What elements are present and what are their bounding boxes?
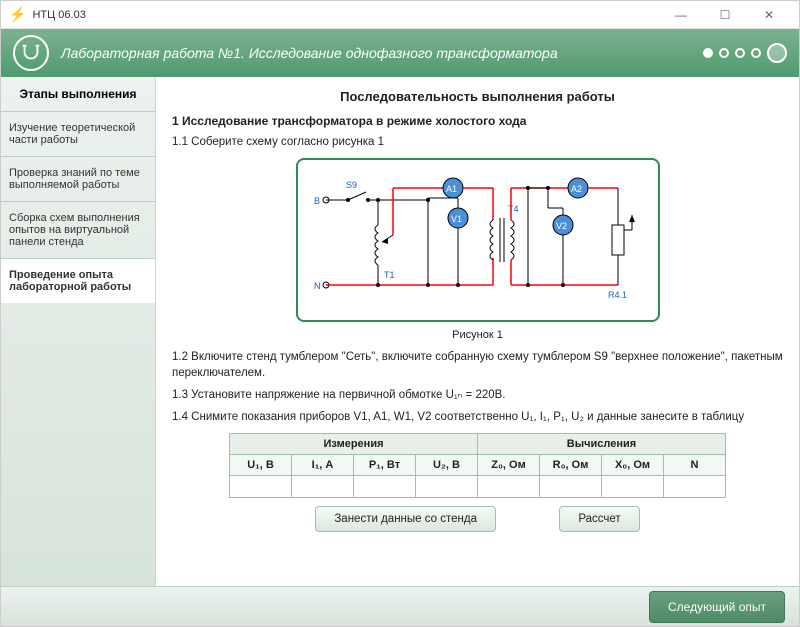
col-Z0: Z₀, Ом [478,455,540,476]
sidebar-step-quiz[interactable]: Проверка знаний по теме выполняемой рабо… [1,156,155,201]
sidebar-step-experiment[interactable]: Проведение опыта лабораторной работы [1,258,155,303]
col-I1: I₁, А [292,455,354,476]
step-1-3: 1.3 Установите напряжение на первичной о… [172,387,783,403]
section1-title: 1 Исследование трансформатора в режиме х… [172,114,783,128]
col-X0: X₀, Ом [602,455,664,476]
body: Этапы выполнения Изучение теоретической … [1,77,799,586]
step-1-1: 1.1 Соберите схему согласно рисунка 1 [172,134,783,150]
cell-X0[interactable] [602,476,664,498]
maximize-button[interactable]: ☐ [703,1,747,29]
col-U1: U₁, В [230,455,292,476]
lab-title: Лабораторная работа №1. Исследование одн… [61,45,703,61]
app-window: ⚡ НТЦ 06.03 — ☐ ✕ Лабораторная работа №1… [0,0,800,627]
content-heading: Последовательность выполнения работы [172,89,783,104]
col-R0: R₀, Ом [540,455,602,476]
window-title: НТЦ 06.03 [32,9,659,21]
titlebar: ⚡ НТЦ 06.03 — ☐ ✕ [1,1,799,29]
th-calculations: Вычисления [478,434,726,455]
lab-header: Лабораторная работа №1. Исследование одн… [1,29,799,77]
cell-Z0[interactable] [478,476,540,498]
progress-dot [735,48,745,58]
app-icon: ⚡ [9,6,26,23]
minimize-button[interactable]: — [659,1,703,29]
cell-U1[interactable] [230,476,292,498]
content-area: Последовательность выполнения работы 1 И… [156,77,799,586]
th-measurements: Измерения [230,434,478,455]
label-R41: R4.1 [608,290,627,300]
cell-U2[interactable] [416,476,478,498]
cell-N[interactable] [664,476,726,498]
calculate-button[interactable]: Рассчет [559,506,639,532]
label-T4: T4 [508,204,519,214]
load-from-stand-button[interactable]: Занести данные со стенда [315,506,496,532]
label-A1: A1 [446,184,457,194]
cell-I1[interactable] [292,476,354,498]
footer: Следующий опыт [1,586,799,626]
sidebar-step-theory[interactable]: Изучение теоретической части работы [1,111,155,156]
label-A2: A2 [571,184,582,194]
circuit-diagram: B S9 [296,158,660,322]
label-S9: S9 [346,180,357,190]
progress-dot-current [767,43,787,63]
label-V2: V2 [556,221,567,231]
cell-P1[interactable] [354,476,416,498]
table-buttons: Занести данные со стенда Рассчет [172,506,783,532]
step-1-4: 1.4 Снимите показания приборов V1, A1, W… [172,409,783,425]
logo-icon [13,35,49,71]
progress-dot [703,48,713,58]
sidebar-step-assembly[interactable]: Сборка схем выполнения опытов на виртуал… [1,201,155,258]
col-P1: P₁, Вт [354,455,416,476]
progress-dot [719,48,729,58]
label-T1: T1 [384,270,395,280]
progress-dot [751,48,761,58]
col-U2: U₂, В [416,455,478,476]
sidebar: Этапы выполнения Изучение теоретической … [1,77,156,586]
table-row [230,476,726,498]
progress-indicator [703,43,787,63]
figure-1-wrap: B S9 [172,158,783,341]
sidebar-title: Этапы выполнения [1,77,155,111]
cell-R0[interactable] [540,476,602,498]
next-experiment-button[interactable]: Следующий опыт [649,591,785,623]
close-button[interactable]: ✕ [747,1,791,29]
step-1-2: 1.2 Включите стенд тумблером "Сеть", вкл… [172,349,783,381]
col-N: N [664,455,726,476]
figure-1-caption: Рисунок 1 [172,329,783,341]
label-V1: V1 [451,214,462,224]
measurements-table: Измерения Вычисления U₁, В I₁, А P₁, Вт … [229,433,726,498]
label-B: B [314,196,320,206]
label-N: N [314,281,321,291]
